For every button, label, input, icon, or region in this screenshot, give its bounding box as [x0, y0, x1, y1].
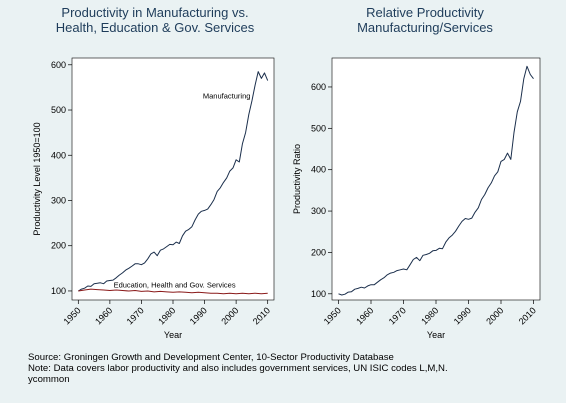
right-x-tick-label-1990: 1990	[452, 305, 473, 326]
left-x-tick-label-2010: 2010	[251, 305, 272, 326]
right-x-tick-label-1960: 1960	[354, 305, 375, 326]
left-x-tick-label-1980: 1980	[156, 305, 177, 326]
caption-credit: ycommon	[28, 374, 70, 385]
left-x-tick-label-2000: 2000	[219, 305, 240, 326]
right-x-tick-label-2000: 2000	[484, 305, 505, 326]
left-chart-title-line2: Health, Education & Gov. Services	[55, 20, 255, 35]
right-y-tick-label-200: 200	[311, 247, 326, 257]
right-y-axis-title: Productivity Ratio	[292, 144, 302, 214]
right-y-tick-label-500: 500	[311, 123, 326, 133]
left-x-tick-label-1990: 1990	[188, 305, 209, 326]
left-x-tick-label-1950: 1950	[61, 305, 82, 326]
right-series-line-0	[338, 65, 534, 296]
right-x-tick-label-1950: 1950	[322, 305, 343, 326]
left-x-tick-label-1970: 1970	[125, 305, 146, 326]
right-x-tick-label-2010: 2010	[517, 305, 538, 326]
left-series-line-1	[78, 288, 268, 295]
left-x-axis-title: Year	[164, 330, 182, 340]
right-x-tick-label-1980: 1980	[419, 305, 440, 326]
right-x-tick-label-1970: 1970	[387, 305, 408, 326]
left-plot-area	[71, 57, 275, 301]
left-series-label-0: Manufacturing	[203, 92, 251, 101]
right-y-tick-label-300: 300	[311, 206, 326, 216]
right-y-tick-label-100: 100	[311, 289, 326, 299]
left-y-tick-label-100: 100	[51, 286, 66, 296]
right-plot-area	[331, 57, 541, 301]
left-y-tick-label-500: 500	[51, 105, 66, 115]
caption-source: Source: Groningen Growth and Development…	[28, 352, 394, 363]
manufacturing-vs-services-chart: 100 200 300 400 500 600 1950 1960 1970 1980 1990 20…	[32, 57, 275, 340]
left-series-line-0	[78, 71, 269, 292]
left-series-label-1: Education, Health and Gov. Services	[114, 280, 236, 289]
right-y-tick-label-600: 600	[311, 82, 326, 92]
left-y-tick-label-400: 400	[51, 150, 66, 160]
left-x-tick-label-1960: 1960	[93, 305, 114, 326]
left-y-axis-title: Productivity Level 1950=100	[32, 122, 42, 235]
right-y-tick-label-400: 400	[311, 165, 326, 175]
right-x-axis-title: Year	[427, 330, 445, 340]
left-y-tick-label-600: 600	[51, 60, 66, 70]
caption: Source: Groningen Growth and Development…	[28, 352, 558, 385]
caption-note: Note: Data covers labor productivity and…	[28, 363, 448, 374]
right-chart-title: Relative Productivity Manufacturing/Serv…	[310, 5, 540, 35]
left-chart-title-line1: Productivity in Manufacturing vs.	[61, 5, 249, 20]
right-chart-title-line1: Relative Productivity	[366, 5, 484, 20]
relative-productivity-chart: 100 200 300 400 500 600 1950 1960 1970 1980 1990 20…	[292, 57, 541, 340]
left-y-tick-label-200: 200	[51, 241, 66, 251]
right-chart-title-line2: Manufacturing/Services	[357, 20, 493, 35]
left-chart-title: Productivity in Manufacturing vs. Health…	[30, 5, 280, 35]
left-y-tick-label-300: 300	[51, 195, 66, 205]
